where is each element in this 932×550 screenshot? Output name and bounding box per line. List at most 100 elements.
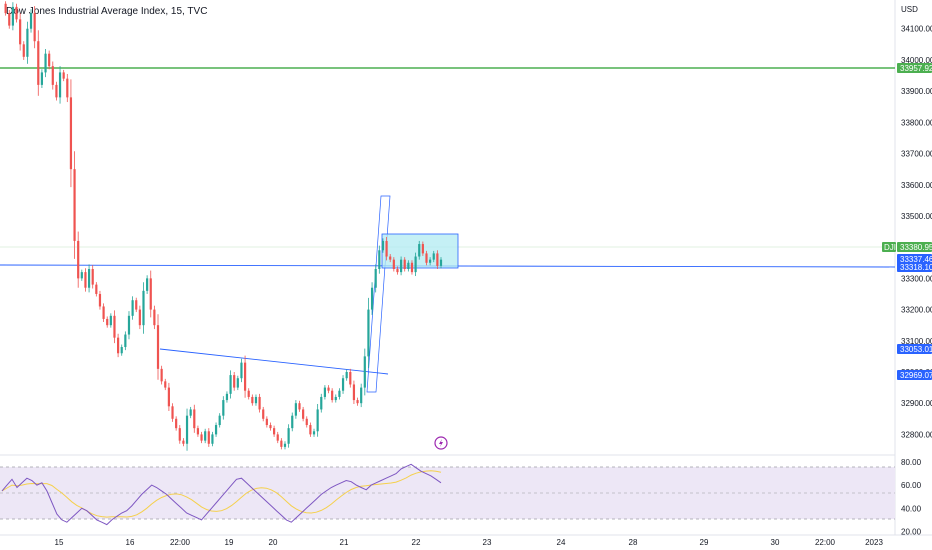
candle-body: [22, 44, 25, 57]
candle-body: [4, 3, 7, 14]
chart-title: Dow Jones Industrial Average Index, 15, …: [6, 6, 208, 17]
candle-body: [287, 428, 290, 444]
candle-body: [196, 428, 200, 435]
candle-body: [254, 396, 258, 404]
currency-label: USD: [901, 5, 918, 14]
candle-body: [189, 409, 192, 416]
candle-body: [327, 387, 330, 391]
candle-body: [243, 362, 247, 391]
candle-body: [352, 384, 356, 401]
candle-body: [247, 390, 250, 397]
candle-body: [15, 6, 18, 20]
candle-body: [116, 337, 120, 354]
time-tick-label: 29: [700, 538, 709, 547]
price-label-value: 33957.92: [900, 64, 932, 73]
candle-body: [171, 406, 174, 419]
candle-body: [167, 387, 170, 407]
candle-body: [225, 393, 229, 401]
candle-body: [283, 443, 287, 447]
candle-body: [58, 72, 62, 98]
time-tick-label: 23: [483, 538, 492, 547]
candle-body: [98, 293, 102, 307]
descending-trendline[interactable]: [159, 348, 389, 375]
candle-body: [214, 425, 218, 435]
price-label-bg: [897, 242, 932, 252]
candle-body: [185, 415, 189, 444]
candle-body: [240, 362, 243, 379]
candle-body: [26, 28, 29, 57]
candle-body: [316, 409, 319, 432]
rising-channel[interactable]: [366, 195, 391, 393]
candle-body: [403, 259, 406, 270]
time-axis[interactable]: 15 16 22:00 19 20 21 22 23 24 28 29 30 22:00 2023: [55, 538, 884, 547]
candle-body: [418, 244, 421, 257]
candle-body: [265, 418, 268, 426]
candle-body: [381, 240, 385, 251]
candle-body: [182, 440, 185, 444]
price-label-value: 33318.10: [900, 263, 932, 272]
candle-body: [341, 378, 345, 391]
candle-body: [109, 315, 112, 326]
candle-body: [312, 431, 316, 435]
price-label-bg: [897, 344, 932, 354]
rsi-moving-average-line: [1, 470, 442, 518]
rsi-tick-label: 60.00: [901, 481, 922, 490]
candle-body: [146, 278, 149, 291]
candle-body: [429, 259, 432, 263]
price-tick-label: 33100.00: [901, 337, 932, 346]
price-tick-label: 33500.00: [901, 212, 932, 221]
candle-body: [320, 396, 323, 410]
candle-body: [51, 66, 54, 85]
candle-body: [334, 396, 337, 401]
symbol-tag: [882, 242, 896, 252]
time-tick-label: 2023: [865, 538, 883, 547]
time-tick-label: 21: [340, 538, 349, 547]
candle-body: [305, 418, 308, 426]
candle-body: [367, 309, 370, 357]
candle-body: [37, 41, 40, 85]
candle-body: [95, 284, 98, 294]
price-label: DJI 33380.95: [882, 242, 932, 252]
price-tick-label: 33200.00: [901, 306, 932, 315]
candle-body: [294, 403, 297, 416]
rsi-tick-label: 20.00: [901, 528, 922, 537]
candle-body: [273, 428, 276, 435]
candle-body: [91, 269, 94, 285]
price-label: 33957.92: [897, 63, 932, 73]
candle-body: [55, 84, 58, 98]
price-label-bg: [897, 262, 932, 272]
time-tick-label: 24: [557, 538, 566, 547]
candle-body: [370, 287, 374, 310]
candle-body: [233, 375, 236, 388]
rsi-axis[interactable]: 80.00 60.00 40.00 20.00: [901, 458, 922, 537]
candles-layer: [4, 1, 443, 451]
drawings-layer[interactable]: [0, 67, 896, 393]
candle-body: [309, 425, 312, 435]
candle-body: [439, 259, 443, 266]
price-tick-label: 33800.00: [901, 118, 932, 127]
candle-body: [153, 309, 156, 326]
price-tick-label: 33900.00: [901, 87, 932, 96]
candle-body: [432, 253, 435, 260]
candle-body: [374, 269, 377, 288]
candle-body: [80, 272, 83, 279]
price-label-value: 32969.07: [900, 371, 932, 380]
candle-body: [193, 409, 196, 429]
candle-body: [349, 371, 352, 385]
price-label-value: 33053.01: [900, 345, 932, 354]
price-tick-label: 34100.00: [901, 25, 932, 34]
candle-body: [204, 431, 207, 441]
candle-body: [8, 13, 11, 26]
candle-body: [280, 440, 283, 447]
candle-body: [73, 169, 76, 241]
price-tick-label: 34000.00: [901, 56, 932, 65]
rsi-tick-label: 40.00: [901, 504, 922, 513]
lightning-icon[interactable]: [434, 436, 448, 450]
candle-body: [127, 315, 131, 335]
time-tick-label: 16: [126, 538, 135, 547]
price-tick-label: 32900.00: [901, 399, 932, 408]
candle-body: [425, 253, 428, 263]
candle-body: [392, 259, 395, 270]
candle-body: [124, 334, 127, 348]
